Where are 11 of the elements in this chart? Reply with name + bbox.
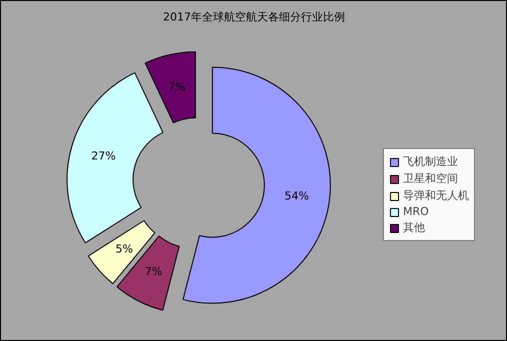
legend-label: 卫星和空间 [403, 171, 458, 186]
data-label: 7% [168, 80, 186, 94]
legend-label: 其他 [403, 220, 425, 235]
legend-label: MRO [403, 205, 429, 218]
data-label: 5% [116, 242, 133, 256]
chart-title: 2017年全球航空航天各细分行业比例 [163, 10, 346, 24]
legend-label: 导弹和无人机 [403, 188, 469, 203]
legend-label: 飞机制造业 [403, 154, 458, 169]
data-label: 7% [144, 265, 162, 278]
data-label: 27% [91, 149, 116, 162]
data-label: 54% [284, 189, 309, 202]
